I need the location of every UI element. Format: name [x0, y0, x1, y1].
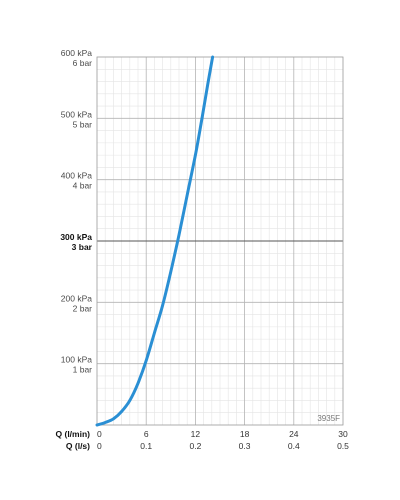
x-tick-label-lpm: 30 — [338, 429, 348, 439]
y-tick-label-kpa: 500 kPa — [61, 109, 92, 119]
x-tick-label-ls: 0.5 — [337, 441, 349, 451]
x-tick-label-lpm: 12 — [191, 429, 201, 439]
x-tick-label-ls: 0.1 — [140, 441, 152, 451]
y-tick-label-kpa: 300 kPa — [60, 232, 92, 242]
y-tick-label-bar: 5 bar — [73, 119, 93, 129]
x-tick-label-lpm: 6 — [144, 429, 149, 439]
plot-frame — [96, 56, 344, 426]
series-line — [95, 55, 215, 427]
y-tick-label-bar: 3 bar — [72, 242, 93, 252]
figure-code-label: 3935F — [317, 414, 340, 423]
x-tick-label-ls: 0.4 — [288, 441, 300, 451]
x-tick-label-lpm: 0 — [97, 429, 102, 439]
y-tick-label-bar: 6 bar — [73, 58, 93, 68]
x-tick-label-lpm: 24 — [289, 429, 299, 439]
x-axis-title-lpm: Q (l/min) — [56, 429, 91, 439]
y-tick-label-bar: 2 bar — [73, 303, 93, 313]
x-tick-label-ls: 0 — [97, 441, 102, 451]
y-tick-label-kpa: 100 kPa — [61, 355, 92, 365]
y-tick-label-bar: 4 bar — [73, 181, 93, 191]
y-tick-label-kpa: 600 kPa — [61, 48, 92, 58]
x-tick-label-ls: 0.2 — [189, 441, 201, 451]
y-tick-label-kpa: 200 kPa — [61, 293, 92, 303]
y-tick-label-kpa: 400 kPa — [61, 171, 92, 181]
x-tick-labels-ls: 0 0.1 0.2 0.3 0.4 0.5 — [97, 441, 349, 451]
major-grid — [97, 57, 343, 425]
x-tick-labels-lpm: 0 6 12 18 24 30 — [97, 429, 348, 439]
x-axis-title-ls: Q (l/s) — [66, 441, 90, 451]
x-tick-label-lpm: 18 — [240, 429, 250, 439]
y-tick-label-bar: 1 bar — [73, 365, 93, 375]
x-tick-label-ls: 0.3 — [239, 441, 251, 451]
